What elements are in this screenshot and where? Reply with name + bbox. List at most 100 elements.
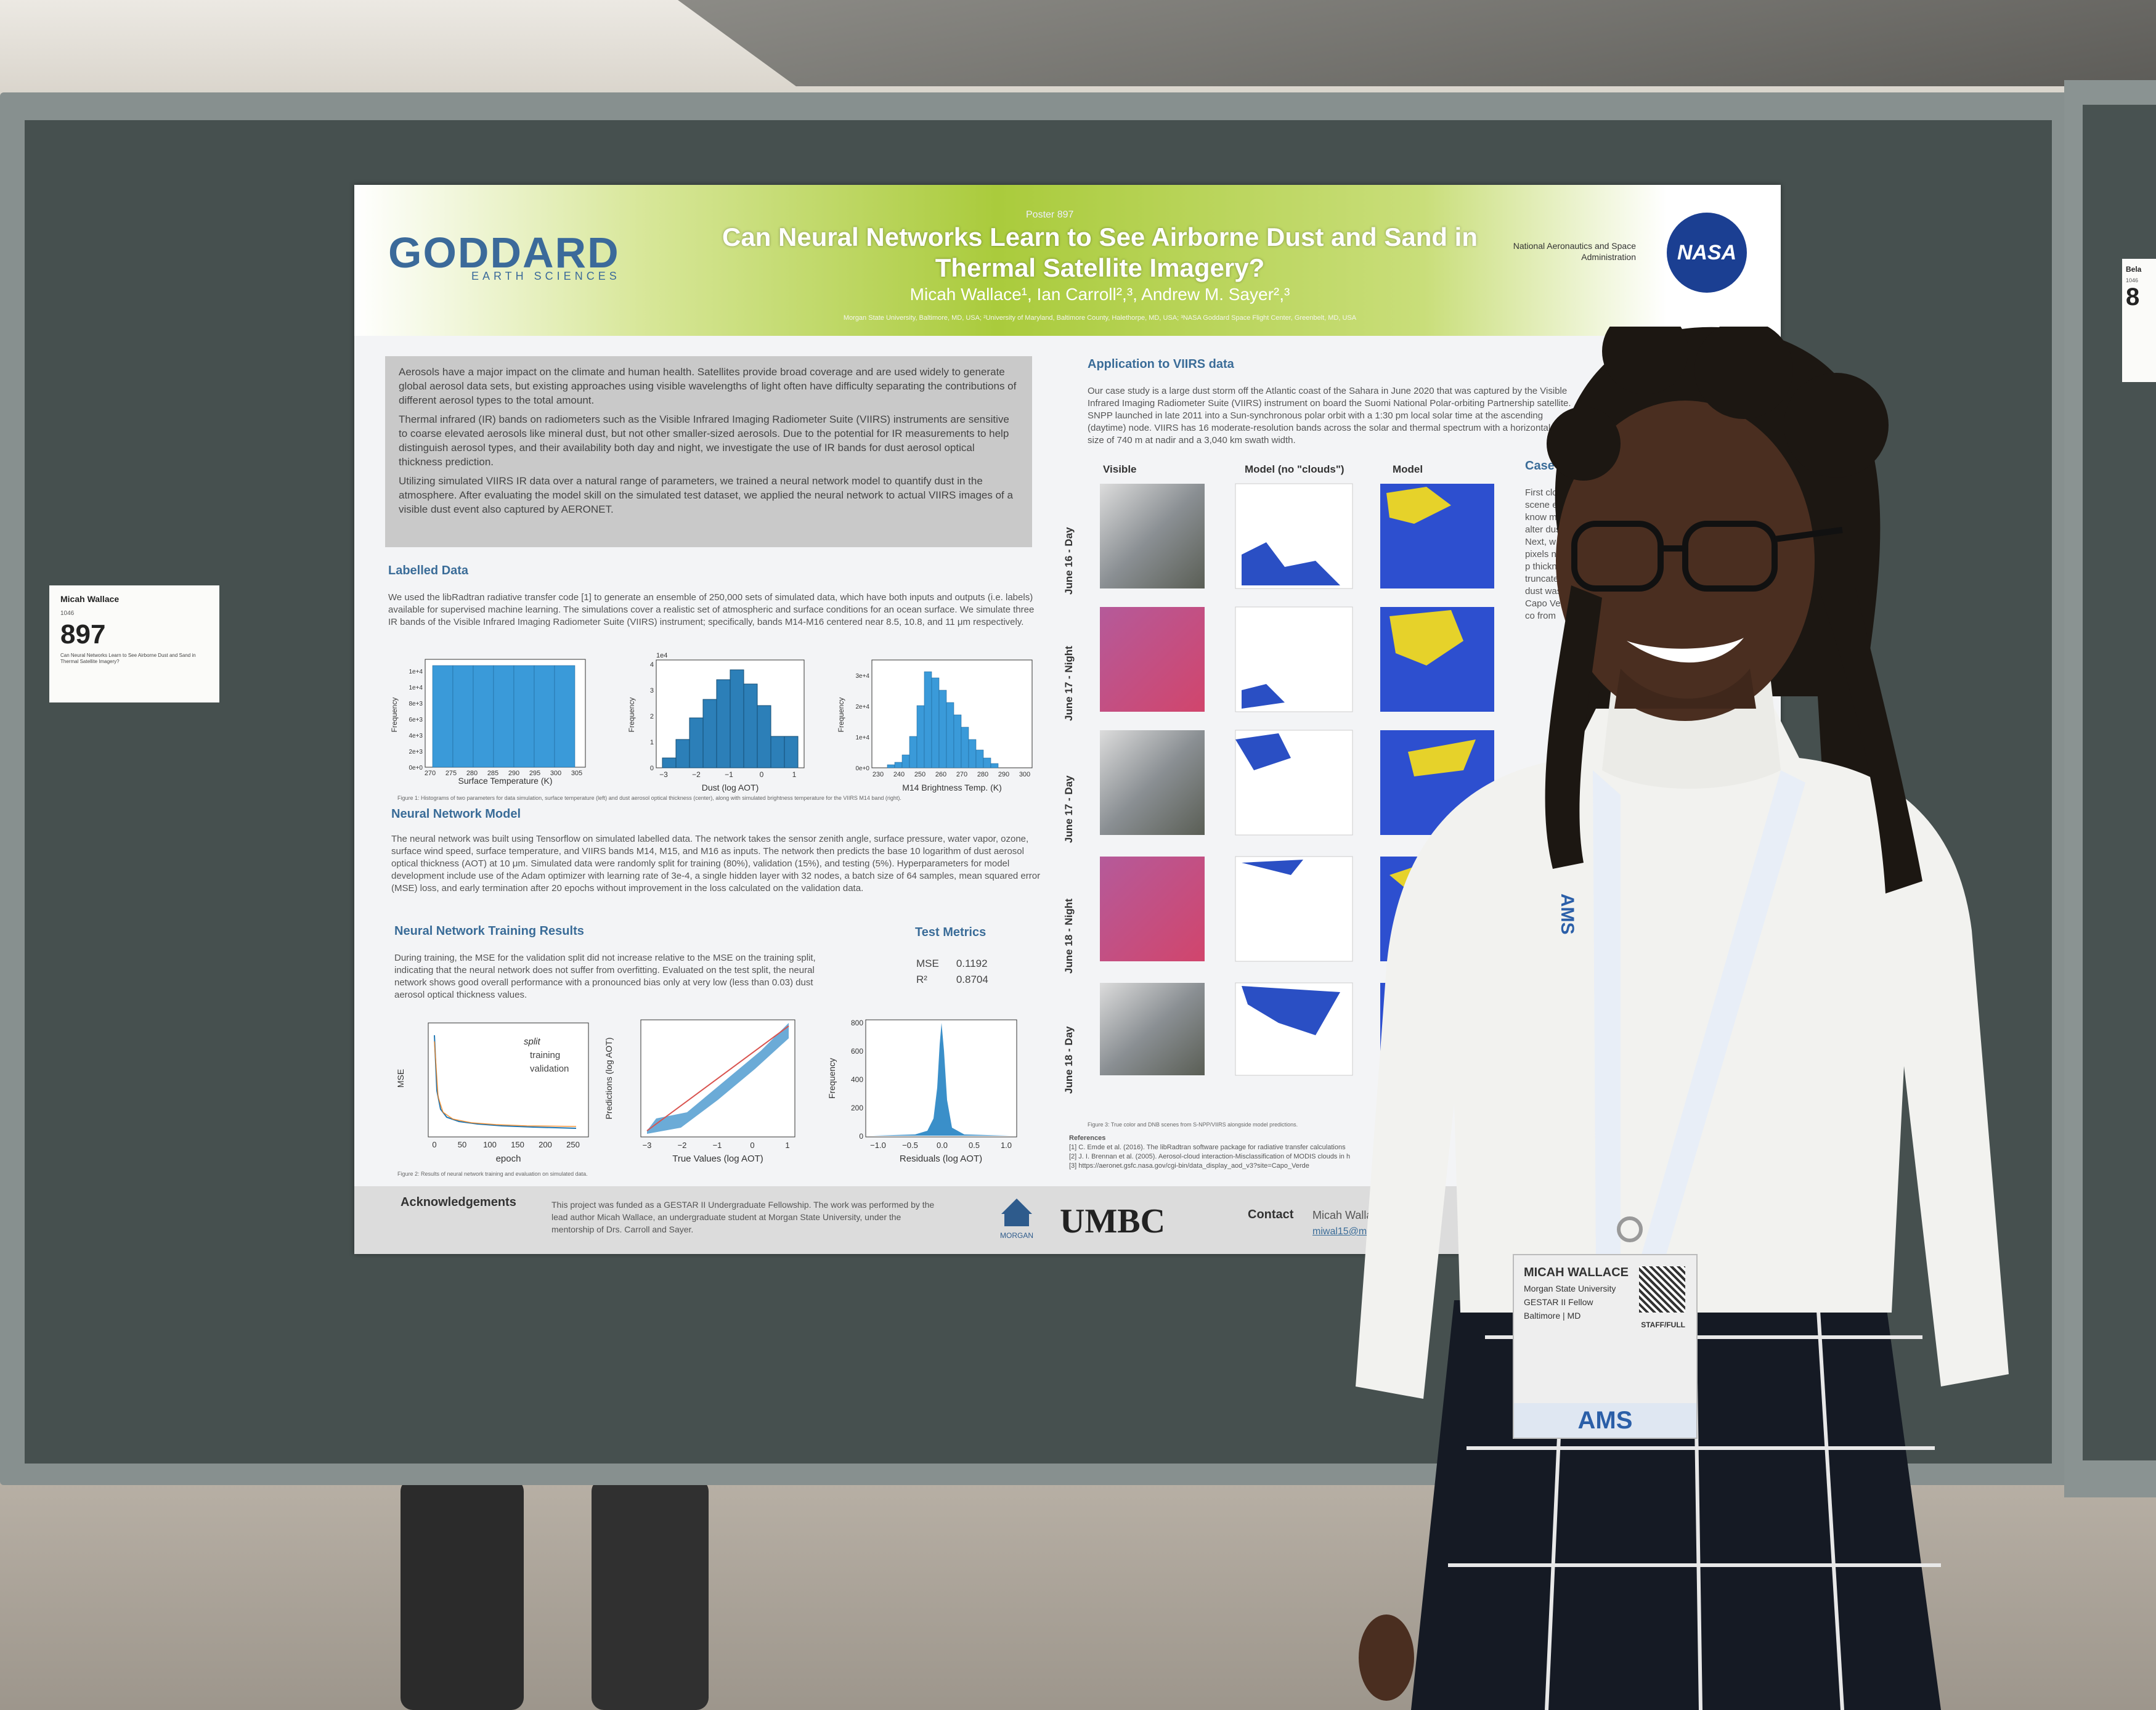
tick: 4e+3 xyxy=(409,733,423,739)
hist1-xlabel: Surface Temperature (K) xyxy=(458,776,552,786)
tick: 305 xyxy=(571,770,582,777)
tick: 2 xyxy=(650,713,654,720)
metric-row: R² 0.8704 xyxy=(916,972,1004,987)
tick: 0 xyxy=(859,1132,863,1141)
qr-code-icon xyxy=(1639,1266,1685,1313)
contact-email: miwal15@morg xyxy=(1312,1226,1381,1237)
card-presenter-name: Micah Wallace xyxy=(60,594,120,604)
poster-banner xyxy=(354,185,1781,336)
tick: 8e+3 xyxy=(409,701,423,707)
figure-1-caption: Figure 1: Histograms of two parameters f… xyxy=(397,795,901,801)
tick: 4 xyxy=(650,661,654,669)
tick: 230 xyxy=(873,771,884,778)
adjacent-label-card: Bela 1046 8 xyxy=(2122,259,2156,382)
tick: 1e+4 xyxy=(409,669,423,675)
tick: 1 xyxy=(785,1141,789,1150)
tick: −3 xyxy=(659,770,668,779)
hist2-xlabel: Dust (log AOT) xyxy=(702,783,759,792)
tick: 0 xyxy=(432,1140,436,1149)
metric-row: MSE 0.1192 xyxy=(916,956,1004,971)
ceiling-rafter xyxy=(678,0,2156,86)
tick: 3e+4 xyxy=(855,673,869,680)
tick: 2e+4 xyxy=(855,704,869,710)
contact-name: Micah Wallace xyxy=(1312,1209,1385,1221)
board-label-card: Micah Wallace 1046 897 Can Neural Networ… xyxy=(49,585,219,702)
reference-item: [1] C. Emde et al. (2016). The libRadtra… xyxy=(1069,1144,1346,1151)
lanyard-text: AMS xyxy=(1557,894,1577,935)
col-label-model: Model xyxy=(1393,463,1423,475)
tick: 290 xyxy=(508,770,519,777)
tick: 0e+0 xyxy=(409,765,423,772)
tick: 270 xyxy=(956,771,967,778)
tick: −2 xyxy=(692,770,701,779)
presenter xyxy=(1356,327,2009,1710)
training-results-text: During training, the MSE for the validat… xyxy=(394,953,816,1000)
tick: −2 xyxy=(678,1141,687,1150)
metric-value: 0.8704 xyxy=(956,974,988,985)
col-label-model-no-clouds: Model (no "clouds") xyxy=(1245,463,1344,475)
tick: 285 xyxy=(487,770,498,777)
predictions-vs-true-plot: True Values (log AOT) Predictions (log A… xyxy=(604,1019,795,1164)
surface-temperature-histogram: Surface Temperature (K) Frequency 270 27… xyxy=(390,659,586,786)
metric-name: MSE xyxy=(916,958,939,969)
adjacent-card-booth: 1046 xyxy=(2126,277,2139,283)
poster-authors: Micah Wallace¹, Ian Carroll²,³, Andrew M… xyxy=(909,285,1290,304)
poster-number-label: Poster 897 xyxy=(1026,210,1074,220)
tick: 1 xyxy=(792,770,797,779)
viirs-heading: Application to VIIRS data xyxy=(1088,357,1234,371)
morgan-state-logo: MORGAN xyxy=(995,1195,1038,1245)
row-label-june18-day: June 18 - Day xyxy=(1063,1026,1075,1094)
tick: 280 xyxy=(466,770,478,777)
adjacent-card-number: 8 xyxy=(2126,283,2140,311)
tick: 150 xyxy=(511,1140,524,1149)
loss-legend-training: training xyxy=(530,1050,560,1061)
tick: 0e+0 xyxy=(855,765,869,772)
tick: 1e+4 xyxy=(409,685,423,691)
badge-role: GESTAR II Fellow xyxy=(1524,1297,1593,1307)
tick: 295 xyxy=(529,770,540,777)
adjacent-card-name: Bela xyxy=(2126,265,2142,274)
tick: −1 xyxy=(725,770,733,779)
row-june17-night xyxy=(1100,606,1494,712)
nn-model-text: The neural network was built using Tenso… xyxy=(391,834,1041,894)
abstract-paragraph: Utilizing simulated VIIRS IR data over a… xyxy=(399,475,1013,515)
badge-tag: STAFF/FULL xyxy=(1641,1321,1685,1329)
badge-city: Baltimore | MD xyxy=(1524,1311,1581,1321)
tick: 0 xyxy=(650,765,654,772)
tick: 0.5 xyxy=(969,1141,980,1150)
card-poster-title: Can Neural Networks Learn to See Airborn… xyxy=(60,653,196,664)
tick: 260 xyxy=(935,771,946,778)
abstract-paragraph: Thermal infrared (IR) bands on radiomete… xyxy=(399,413,1009,468)
tick: 0 xyxy=(750,1141,754,1150)
morgan-logo-text: MORGAN xyxy=(1000,1231,1033,1240)
umbc-logo: UMBC xyxy=(1060,1202,1166,1240)
card-poster-number: 897 xyxy=(60,619,106,649)
hist2-exponent: 1e4 xyxy=(656,652,667,659)
tick: 1.0 xyxy=(1001,1141,1012,1150)
resid-ylabel: Frequency xyxy=(827,1058,837,1099)
badge-name: MICAH WALLACE xyxy=(1524,1266,1629,1279)
contact-heading: Contact xyxy=(1248,1208,1294,1221)
references-heading: References xyxy=(1069,1134,1106,1142)
glasses-icon xyxy=(1571,521,1843,592)
abstract-box: Aerosols have a major impact on the clim… xyxy=(385,356,1032,547)
tick: 275 xyxy=(445,770,457,777)
hist3-xlabel: M14 Brightness Temp. (K) xyxy=(902,783,1002,792)
test-metrics-heading: Test Metrics xyxy=(915,926,986,939)
bystander-leg-left xyxy=(401,1479,524,1710)
tick: 2e+3 xyxy=(409,749,423,755)
tick: −0.5 xyxy=(902,1141,918,1150)
tick: 1e+4 xyxy=(855,735,869,741)
training-results-heading: Neural Network Training Results xyxy=(394,924,584,938)
labelled-data-text: We used the libRadtran radiative transfe… xyxy=(388,592,1035,627)
metric-name: R² xyxy=(916,974,927,985)
metric-value: 0.1192 xyxy=(956,958,988,969)
badge-org: Morgan State University xyxy=(1524,1284,1616,1293)
tick: 250 xyxy=(914,771,925,778)
pred-xlabel: True Values (log AOT) xyxy=(672,1154,763,1164)
tick: −3 xyxy=(643,1141,652,1150)
row-label-june18-night: June 18 - Night xyxy=(1063,898,1075,974)
references: References [1] C. Emde et al. (2016). Th… xyxy=(1069,1134,1624,1171)
row-label-june17-night: June 17 - Night xyxy=(1063,646,1075,721)
loss-xlabel: epoch xyxy=(496,1154,521,1164)
